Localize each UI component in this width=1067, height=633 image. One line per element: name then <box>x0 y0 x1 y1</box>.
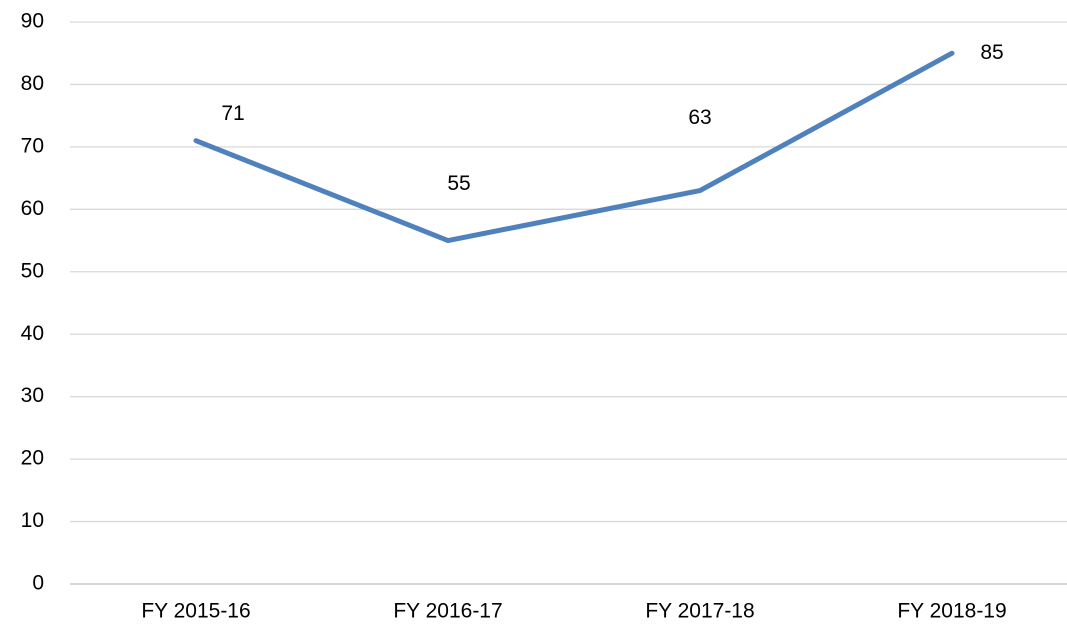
x-tick-label: FY 2015-16 <box>141 600 250 623</box>
x-tick-label: FY 2016-17 <box>393 600 502 623</box>
y-tick-label: 50 <box>21 259 44 282</box>
x-tick-label: FY 2017-18 <box>645 600 754 623</box>
y-tick-label: 0 <box>32 572 44 595</box>
data-label: 55 <box>447 172 470 195</box>
y-tick-label: 20 <box>21 447 44 470</box>
data-label: 71 <box>221 102 244 125</box>
y-tick-label: 40 <box>21 322 44 345</box>
data-label: 63 <box>688 106 711 129</box>
line <box>193 50 955 244</box>
x-tick-label: FY 2018-19 <box>897 600 1006 623</box>
y-tick-label: 80 <box>21 72 44 95</box>
y-tick-label: 90 <box>21 10 44 33</box>
y-tick-label: 70 <box>21 134 44 157</box>
y-tick-label: 60 <box>21 197 44 220</box>
y-tick-label: 30 <box>21 384 44 407</box>
data-label: 85 <box>980 41 1003 64</box>
y-tick-label: 10 <box>21 509 44 532</box>
